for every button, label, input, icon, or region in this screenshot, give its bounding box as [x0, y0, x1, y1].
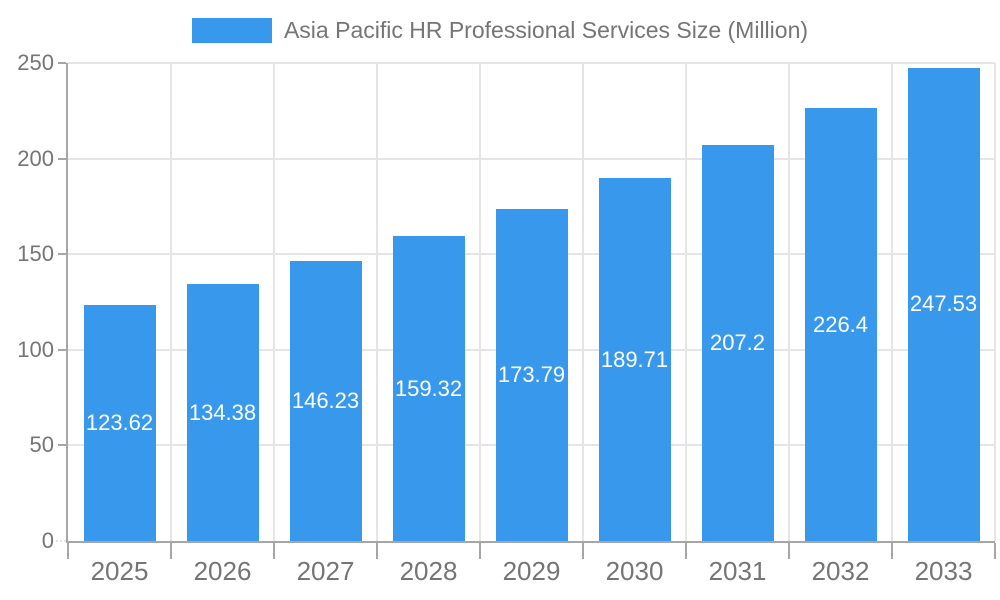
- bar-value-label: 173.79: [497, 361, 566, 387]
- x-tick-label: 2030: [605, 556, 664, 586]
- y-tick-label: 250: [17, 50, 54, 75]
- bar[interactable]: [907, 67, 980, 541]
- y-tick-label: 0: [41, 528, 54, 553]
- bar[interactable]: [804, 108, 877, 541]
- bar-value-label: 146.23: [291, 388, 360, 414]
- bar-value-label: 207.2: [709, 329, 766, 355]
- bar-value-label: 123.62: [85, 409, 154, 435]
- gridline-horizontal: [68, 157, 995, 160]
- x-tick-label: 2029: [502, 556, 561, 586]
- y-tick-label: 200: [17, 145, 54, 171]
- bar-value-label: 159.32: [394, 375, 463, 401]
- bar[interactable]: [598, 178, 671, 541]
- bar-value-label: 226.4: [812, 311, 869, 337]
- y-axis-tick: [58, 253, 66, 256]
- x-axis-tick: [788, 543, 790, 559]
- x-axis-tick: [273, 543, 275, 559]
- y-tick-label: 100: [17, 336, 54, 362]
- y-axis-line: [66, 63, 68, 541]
- x-tick-label: 2027: [296, 556, 355, 586]
- legend-swatch: [191, 18, 272, 43]
- gridline-vertical: [376, 63, 378, 541]
- y-tick-label: 150: [17, 241, 54, 267]
- gridline-vertical: [891, 63, 893, 541]
- bar-value-label: 247.53: [909, 291, 978, 317]
- y-axis-tick: [58, 444, 66, 447]
- bar[interactable]: [83, 304, 156, 541]
- gridline-horizontal: [68, 62, 995, 64]
- x-tick-label: 2032: [811, 556, 870, 586]
- gridline-vertical: [479, 63, 481, 541]
- gridline-vertical: [788, 63, 790, 541]
- x-axis-tick: [994, 543, 996, 559]
- bar[interactable]: [495, 208, 568, 541]
- y-tick-label: 50: [29, 432, 54, 458]
- x-tick-label: 2028: [399, 556, 458, 586]
- bar[interactable]: [392, 236, 465, 541]
- y-axis-tick: [58, 157, 66, 160]
- gridline-vertical: [994, 63, 996, 541]
- gridline-vertical: [170, 63, 172, 541]
- gridline-vertical: [582, 63, 584, 541]
- bar-value-label: 189.71: [600, 346, 669, 372]
- bar-value-label: 134.38: [188, 399, 257, 425]
- legend[interactable]: Asia Pacific HR Professional Services Si…: [0, 17, 1000, 44]
- y-axis-tick: [58, 348, 66, 351]
- x-axis-tick: [479, 543, 481, 559]
- x-axis-tick: [891, 543, 893, 559]
- bar[interactable]: [289, 261, 362, 541]
- gridline-vertical: [273, 63, 275, 541]
- bar[interactable]: [701, 144, 774, 541]
- y-axis-tick: [58, 62, 66, 64]
- x-tick-label: 2033: [914, 556, 973, 586]
- x-tick-label: 2026: [193, 556, 252, 586]
- bar[interactable]: [186, 284, 259, 541]
- x-axis-line: [66, 541, 995, 543]
- x-axis-tick: [582, 543, 584, 559]
- legend-label: Asia Pacific HR Professional Services Si…: [283, 17, 809, 43]
- x-tick-label: 2025: [90, 556, 149, 586]
- x-axis-tick: [67, 543, 69, 559]
- y-axis-tick: [56, 540, 66, 542]
- x-axis-tick: [685, 543, 687, 559]
- x-axis-tick: [170, 543, 172, 559]
- gridline-vertical: [685, 63, 687, 541]
- x-axis-tick: [376, 543, 378, 559]
- x-tick-label: 2031: [708, 556, 767, 586]
